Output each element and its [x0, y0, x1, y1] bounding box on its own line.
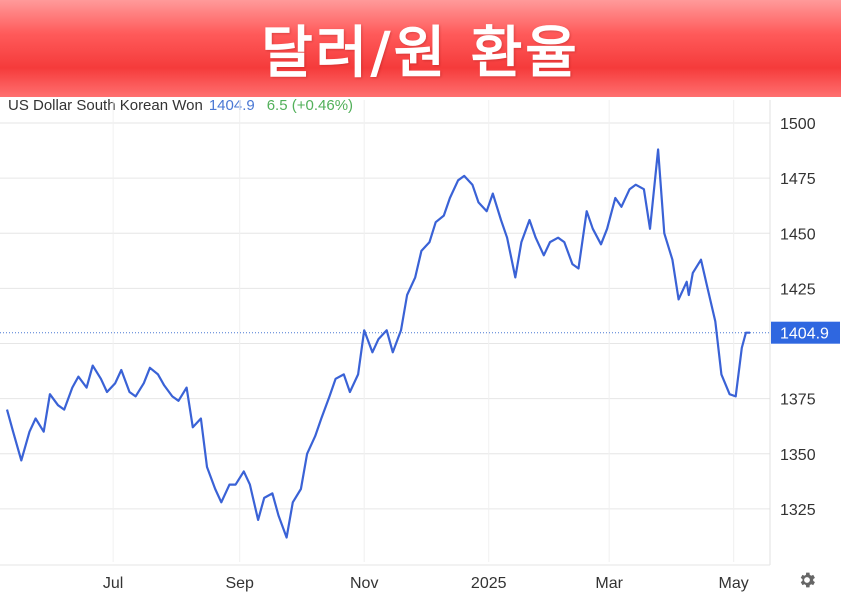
last-value-badge [771, 321, 840, 344]
y-tick-label: 1350 [780, 447, 816, 464]
series-line [5, 148, 750, 539]
chart-legend: US Dollar South Korean Won 1404.9 6.5 (+0.… [8, 97, 359, 117]
x-tick-label: Nov [350, 575, 378, 592]
legend-change: 6.5 (+0.46%) [266, 97, 354, 114]
y-tick-label: 1325 [780, 502, 816, 519]
y-tick-label: 1425 [780, 281, 816, 298]
legend-last-value: 1404.9 [208, 97, 255, 114]
x-tick-label: Mar [595, 575, 623, 592]
last-value-label: 1404.9 [780, 326, 829, 343]
legend-series-name: US Dollar South Korean Won [8, 97, 203, 114]
x-tick-label: Sep [225, 575, 254, 592]
title-banner: 달러/원 환율 [0, 0, 841, 97]
chart-title: 달러/원 환율 [261, 21, 580, 86]
y-tick-label: 1475 [780, 171, 816, 188]
y-tick-label: 1450 [780, 226, 816, 243]
x-tick-label: May [719, 575, 749, 592]
y-tick-label: 1500 [780, 116, 816, 133]
x-tick-label: Jul [103, 575, 123, 592]
x-tick-label: 2025 [471, 575, 507, 592]
gear-icon[interactable] [797, 570, 817, 590]
y-tick-label: 1375 [780, 392, 816, 409]
